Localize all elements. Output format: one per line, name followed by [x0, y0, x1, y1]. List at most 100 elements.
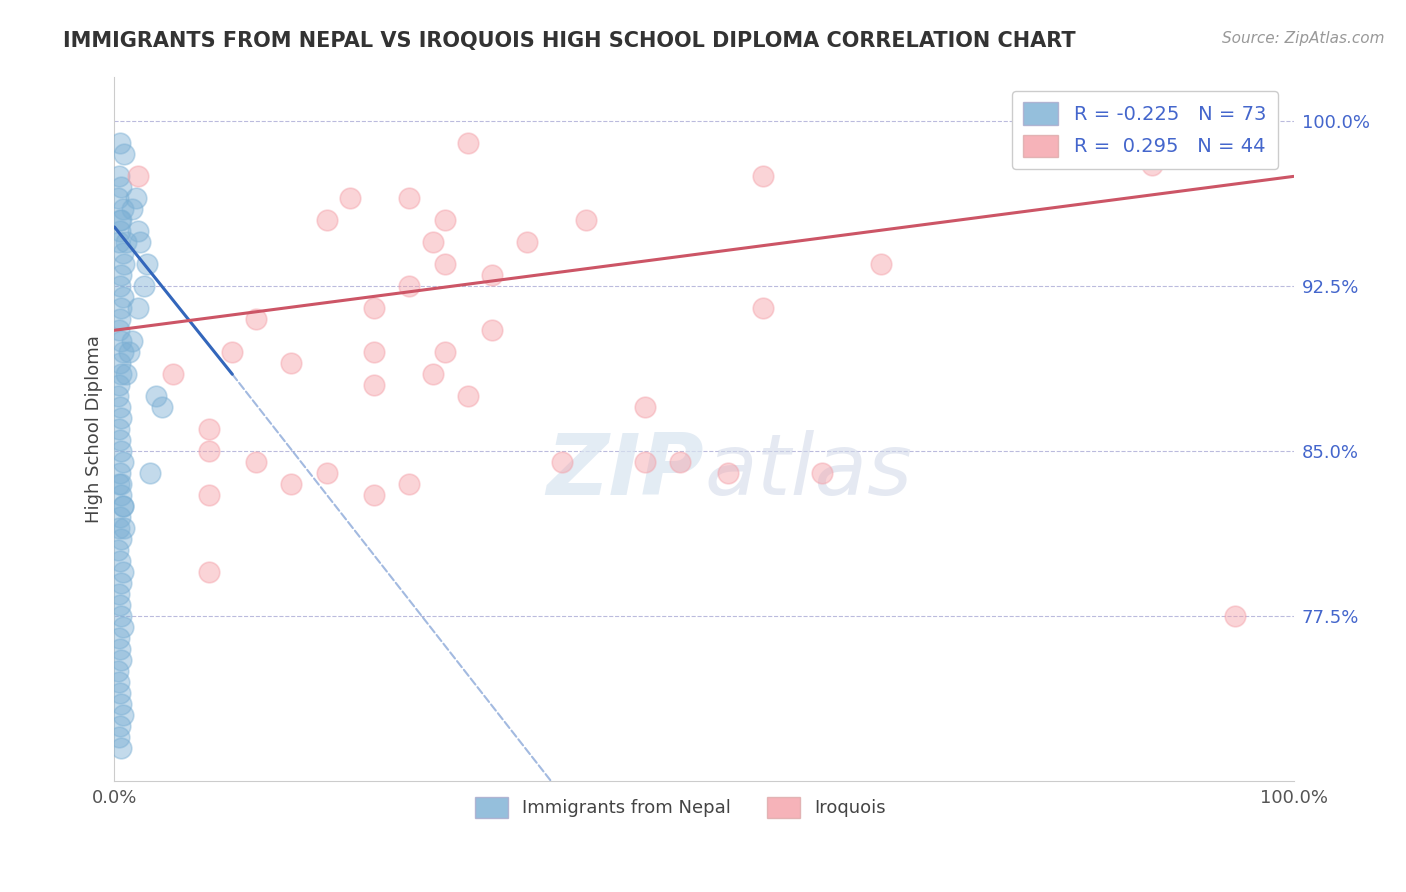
Point	[634, 401, 657, 415]
Point	[422, 235, 444, 250]
Point	[108, 323, 131, 337]
Point	[110, 279, 132, 293]
Point	[280, 356, 302, 370]
Point	[551, 455, 574, 469]
Point	[117, 345, 139, 359]
Text: IMMIGRANTS FROM NEPAL VS IROQUOIS HIGH SCHOOL DIPLOMA CORRELATION CHART: IMMIGRANTS FROM NEPAL VS IROQUOIS HIGH S…	[63, 31, 1076, 51]
Point	[111, 499, 134, 513]
Point	[107, 191, 129, 205]
Point	[110, 510, 132, 524]
Point	[115, 235, 138, 250]
Point	[110, 356, 132, 370]
Point	[197, 422, 219, 436]
Text: ZIP: ZIP	[547, 430, 704, 513]
Point	[108, 730, 131, 744]
Point	[110, 368, 132, 382]
Point	[111, 345, 134, 359]
Point	[110, 554, 132, 568]
Point	[752, 169, 775, 184]
Point	[575, 213, 598, 227]
Point	[111, 202, 134, 217]
Point	[870, 257, 893, 271]
Point	[433, 213, 456, 227]
Point	[280, 477, 302, 491]
Point	[110, 741, 132, 756]
Point	[112, 147, 135, 161]
Point	[111, 290, 134, 304]
Point	[110, 180, 132, 194]
Point	[129, 235, 152, 250]
Point	[132, 279, 155, 293]
Point	[108, 521, 131, 535]
Point	[221, 345, 243, 359]
Point	[363, 378, 385, 392]
Point	[110, 532, 132, 546]
Text: Source: ZipAtlas.com: Source: ZipAtlas.com	[1222, 31, 1385, 46]
Point	[121, 334, 143, 349]
Point	[363, 301, 385, 316]
Point	[121, 202, 143, 217]
Point	[110, 466, 132, 480]
Point	[110, 411, 132, 425]
Point	[110, 697, 132, 711]
Point	[634, 455, 657, 469]
Point	[145, 389, 167, 403]
Point	[398, 477, 420, 491]
Point	[110, 213, 132, 227]
Point	[811, 466, 834, 480]
Y-axis label: High School Diploma: High School Diploma	[86, 335, 103, 523]
Point	[110, 268, 132, 283]
Point	[422, 368, 444, 382]
Point	[315, 466, 337, 480]
Point	[197, 488, 219, 502]
Point	[108, 378, 131, 392]
Point	[139, 466, 162, 480]
Point	[110, 477, 132, 491]
Point	[110, 312, 132, 326]
Point	[111, 499, 134, 513]
Point	[433, 345, 456, 359]
Point	[108, 235, 131, 250]
Point	[127, 224, 149, 238]
Point	[110, 719, 132, 733]
Point	[110, 642, 132, 657]
Point	[115, 368, 138, 382]
Point	[752, 301, 775, 316]
Point	[127, 301, 149, 316]
Point	[108, 169, 131, 184]
Point	[110, 434, 132, 448]
Point	[111, 620, 134, 634]
Point	[110, 686, 132, 700]
Point	[315, 213, 337, 227]
Point	[245, 455, 267, 469]
Point	[112, 521, 135, 535]
Point	[339, 191, 361, 205]
Point	[111, 246, 134, 260]
Point	[1105, 147, 1128, 161]
Point	[398, 191, 420, 205]
Point	[197, 444, 219, 458]
Point	[108, 631, 131, 645]
Point	[110, 488, 132, 502]
Point	[108, 675, 131, 690]
Point	[111, 565, 134, 579]
Point	[150, 401, 173, 415]
Point	[481, 268, 503, 283]
Text: atlas: atlas	[704, 430, 912, 513]
Point	[457, 136, 479, 151]
Point	[127, 169, 149, 184]
Point	[112, 257, 135, 271]
Point	[110, 301, 132, 316]
Point	[108, 422, 131, 436]
Legend: Immigrants from Nepal, Iroquois: Immigrants from Nepal, Iroquois	[468, 789, 893, 825]
Point	[363, 345, 385, 359]
Point	[110, 136, 132, 151]
Point	[124, 191, 146, 205]
Point	[107, 389, 129, 403]
Point	[197, 565, 219, 579]
Point	[108, 477, 131, 491]
Point	[457, 389, 479, 403]
Point	[110, 653, 132, 667]
Point	[110, 224, 132, 238]
Point	[245, 312, 267, 326]
